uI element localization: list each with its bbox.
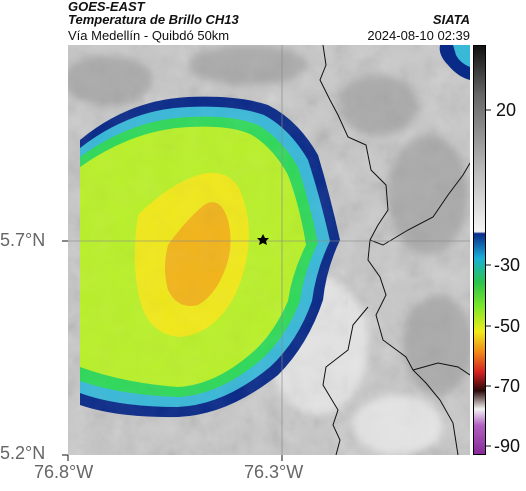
product-title: Temperatura de Brillo CH13 xyxy=(68,12,239,27)
cold-cloud-northeast xyxy=(439,45,470,80)
datetime-label: 2024-08-10 02:39 xyxy=(367,28,470,43)
colorbar-tick: -70 xyxy=(494,376,521,396)
colorbar-tick: -30 xyxy=(494,255,521,275)
y-tick-label: 5.2°N xyxy=(0,443,46,463)
gray-cloud-patches xyxy=(68,45,470,395)
colorbar-tick: -50 xyxy=(494,316,521,336)
colorbar-gradient xyxy=(474,46,485,454)
quibdo-star-marker[interactable] xyxy=(257,234,269,245)
colorbar-tick: -90 xyxy=(494,436,521,456)
satellite-map[interactable] xyxy=(68,45,470,455)
region-subtitle: Vía Medellín - Quibdó 50km xyxy=(68,28,230,43)
x-tick-label: 76.3°W xyxy=(244,462,304,482)
graticule xyxy=(68,45,470,455)
org-label: SIATA xyxy=(432,12,470,27)
cloud-texture xyxy=(68,95,348,425)
y-tick-label: 5.7°N xyxy=(0,230,46,250)
colorbar-tick: 20 xyxy=(496,100,517,120)
colorbar xyxy=(473,45,486,455)
satellite-title: GOES-EAST xyxy=(68,0,145,14)
borders xyxy=(319,45,470,455)
map-canvas xyxy=(68,45,470,455)
x-tick-label: 76.8°W xyxy=(34,462,94,482)
